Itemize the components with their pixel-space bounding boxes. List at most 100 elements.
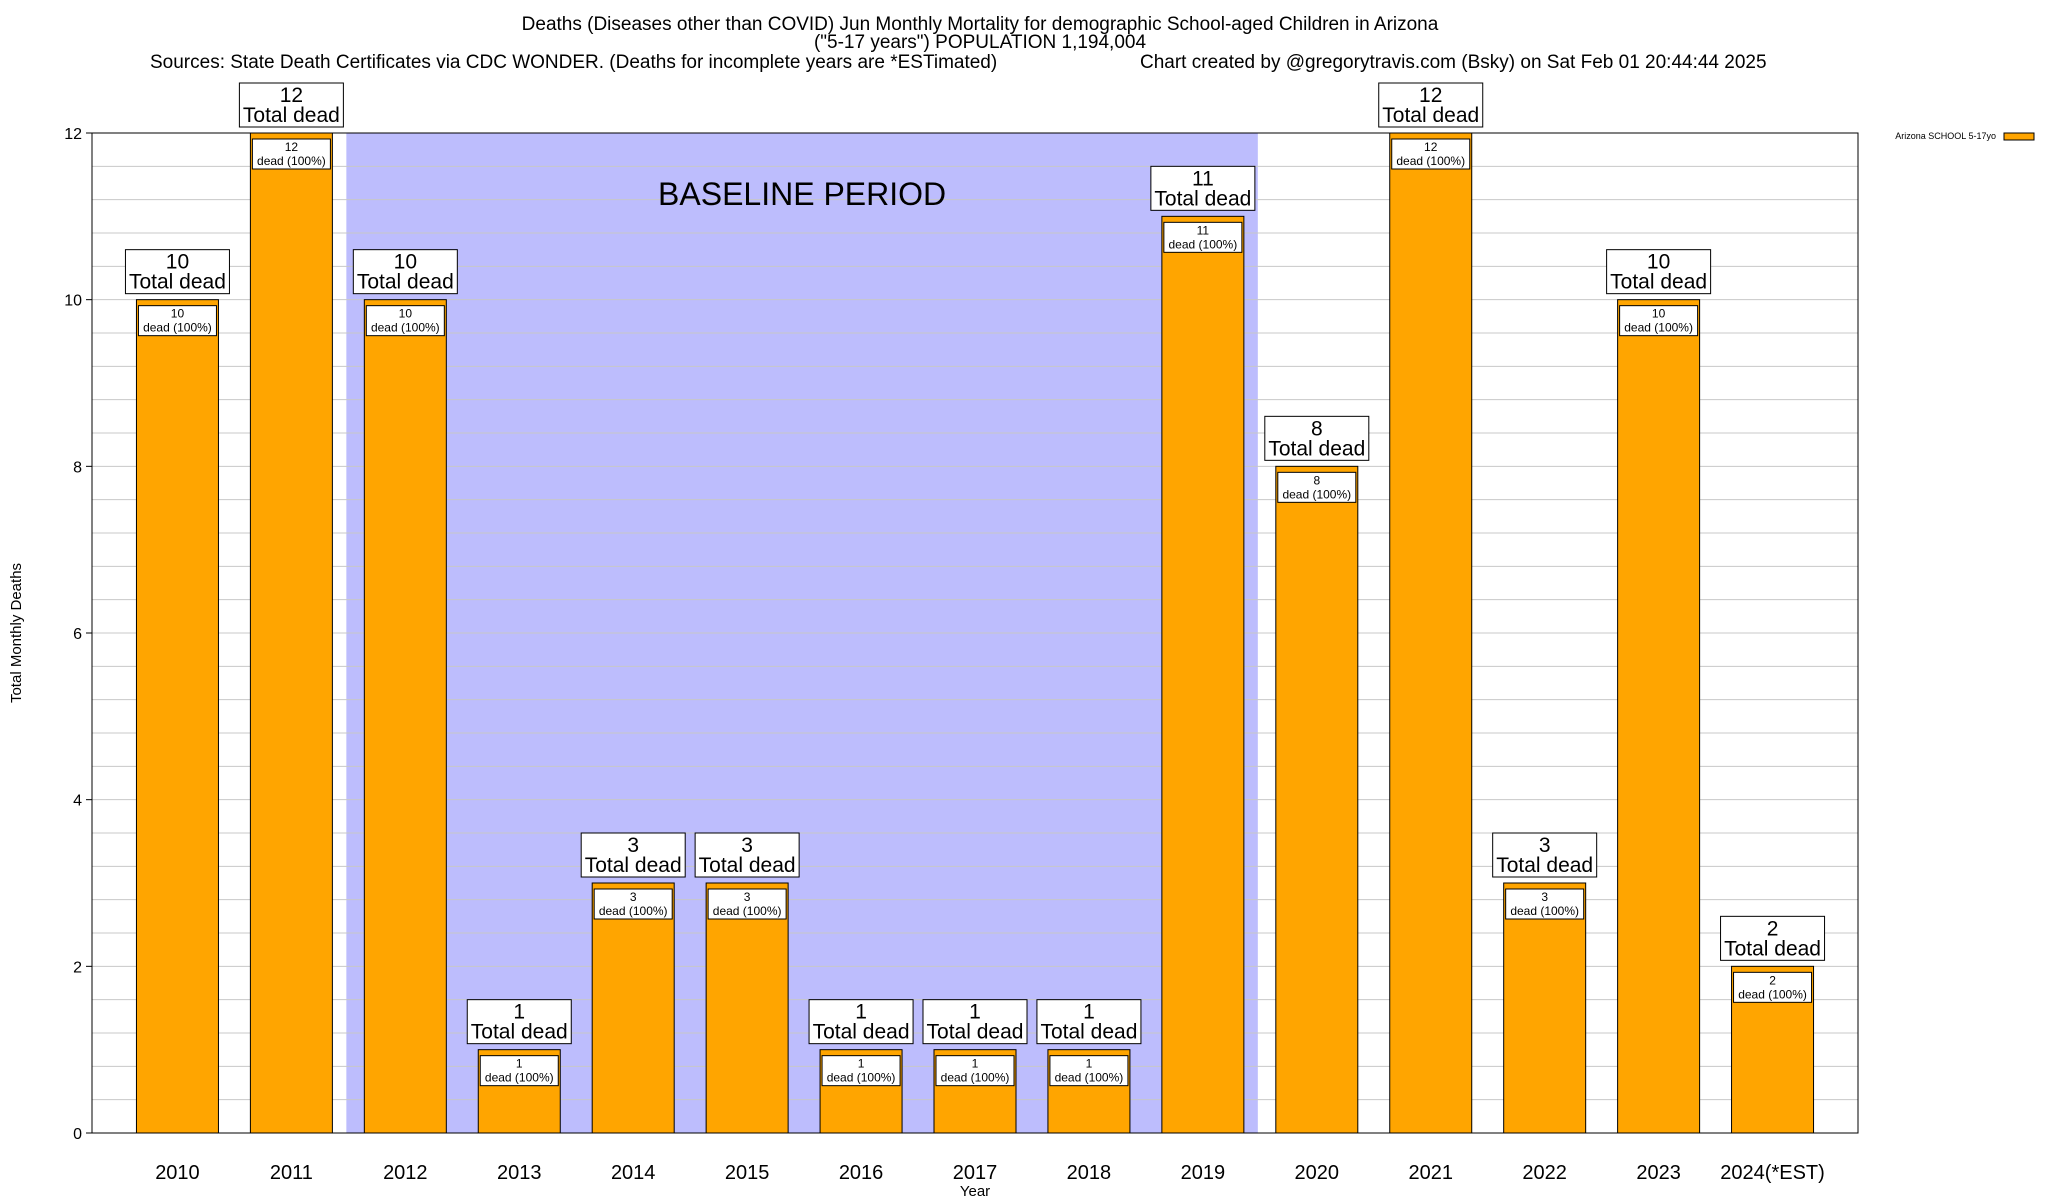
x-tick-label: 2021 (1408, 1162, 1453, 1184)
bar-total-label-box (580, 832, 686, 878)
bar-inner-value: 1 (1086, 1057, 1093, 1071)
bar (363, 299, 447, 1134)
x-tick-label: 2015 (725, 1162, 770, 1184)
bar-total-value: 3 (1539, 834, 1551, 857)
bar-total-caption: Total dead (1610, 271, 1707, 294)
y-tick-label: 10 (64, 293, 82, 310)
bar (1161, 215, 1245, 1134)
bar-inner-label-box (821, 1055, 901, 1087)
bar-total-caption: Total dead (471, 1021, 568, 1044)
bar-total-value: 2 (1767, 917, 1779, 940)
x-tick-label: 2022 (1522, 1162, 1567, 1184)
bar-total-label-box (922, 999, 1028, 1045)
bar-total-caption: Total dead (585, 854, 682, 877)
bar-total-label-box (1150, 165, 1256, 211)
bar-inner-value: 3 (630, 890, 637, 904)
bar-total-value: 12 (280, 84, 303, 107)
y-tick-label: 0 (73, 1126, 82, 1143)
bar-inner-caption: dead (100%) (941, 1071, 1010, 1085)
bar-total-value: 1 (969, 1001, 981, 1024)
bar-total-caption: Total dead (1496, 854, 1593, 877)
bar-inner-value: 1 (858, 1057, 865, 1071)
bar-inner-caption: dead (100%) (1738, 987, 1807, 1001)
bar-total-value: 8 (1311, 417, 1323, 440)
bar-inner-label-box (365, 305, 445, 337)
x-tick-label: 2011 (270, 1162, 313, 1184)
bar-total-caption: Total dead (1040, 1021, 1137, 1044)
bar-inner-value: 10 (1652, 307, 1666, 321)
bar-total-value: 10 (394, 251, 417, 274)
bar-total-value: 1 (855, 1001, 867, 1024)
bar-inner-caption: dead (100%) (257, 154, 326, 168)
bar-inner-caption: dead (100%) (1396, 154, 1465, 168)
bar-total-label-box (1492, 832, 1598, 878)
bar (135, 299, 219, 1134)
bar (591, 882, 675, 1134)
bar-total-caption: Total dead (357, 271, 454, 294)
bar-total-caption: Total dead (1268, 437, 1365, 460)
x-tick-label: 2019 (1181, 1162, 1226, 1184)
x-tick-label: 2013 (497, 1162, 542, 1184)
bar-inner-caption: dead (100%) (1282, 487, 1351, 501)
bar-inner-caption: dead (100%) (1055, 1071, 1124, 1085)
bar-total-caption: Total dead (1382, 104, 1479, 127)
bar-inner-label-box (1277, 471, 1357, 503)
bar (1617, 299, 1701, 1134)
y-tick-label: 8 (73, 459, 82, 476)
bar-total-caption: Total dead (813, 1021, 910, 1044)
bar-total-caption: Total dead (1724, 937, 1821, 960)
bar-inner-value: 11 (1197, 223, 1210, 237)
bar-total-value: 10 (1647, 251, 1670, 274)
legend-swatch (2003, 132, 2035, 141)
bar-total-label-box (1378, 82, 1484, 128)
bar-total-label-box (808, 999, 914, 1045)
bar-inner-caption: dead (100%) (371, 321, 440, 335)
y-tick-label: 6 (73, 626, 82, 643)
bar-inner-label-box (1505, 888, 1585, 920)
x-axis-title: Year (960, 1183, 990, 1200)
bar-inner-label-box (137, 305, 217, 337)
bar-inner-caption: dead (100%) (1510, 904, 1579, 918)
bar-inner-label-box (1049, 1055, 1129, 1087)
bar-total-caption: Total dead (1154, 187, 1251, 210)
bar-inner-label-box (1619, 305, 1699, 337)
bar (1275, 465, 1359, 1134)
y-tick-label: 4 (73, 793, 82, 810)
baseline-period-label: BASELINE PERIOD (658, 176, 946, 212)
bar-total-label-box (238, 82, 344, 128)
chart-title: Deaths (Diseases other than COVID) Jun M… (521, 14, 1439, 35)
bar-inner-caption: dead (100%) (143, 321, 212, 335)
bar-total-caption: Total dead (699, 854, 796, 877)
bar-inner-value: 3 (1541, 890, 1548, 904)
bar-total-caption: Total dead (129, 271, 226, 294)
x-tick-label: 2018 (1067, 1162, 1112, 1184)
bar-inner-value: 1 (972, 1057, 979, 1071)
bar-inner-caption: dead (100%) (485, 1071, 554, 1085)
bar-total-value: 10 (166, 251, 189, 274)
bar-total-value: 11 (1192, 167, 1214, 190)
y-tick-label: 2 (73, 959, 82, 976)
bar-inner-value: 10 (171, 307, 185, 321)
bar-total-label-box (1606, 249, 1712, 295)
bar-inner-value: 3 (744, 890, 751, 904)
bar-inner-value: 12 (285, 140, 299, 154)
legend-label: Arizona SCHOOL 5-17yo (1895, 131, 1996, 141)
bar (1503, 882, 1587, 1134)
x-tick-label: 2020 (1295, 1162, 1340, 1184)
bar-inner-caption: dead (100%) (1169, 237, 1238, 251)
bar-inner-label-box (1163, 221, 1243, 253)
bar-total-caption: Total dead (927, 1021, 1024, 1044)
bar (1389, 132, 1473, 1134)
x-tick-label: 2014 (611, 1162, 656, 1184)
bar-inner-label-box (707, 888, 787, 920)
sources-note: Sources: State Death Certificates via CD… (150, 52, 998, 73)
bar-inner-caption: dead (100%) (1624, 321, 1693, 335)
bar (705, 882, 789, 1134)
bar-inner-value: 1 (516, 1057, 523, 1071)
bar-total-label-box (1720, 915, 1826, 961)
x-tick-label: 2010 (155, 1162, 200, 1184)
bar-inner-label-box (479, 1055, 559, 1087)
bar-total-value: 1 (1083, 1001, 1095, 1024)
bar-total-value: 1 (513, 1001, 525, 1024)
